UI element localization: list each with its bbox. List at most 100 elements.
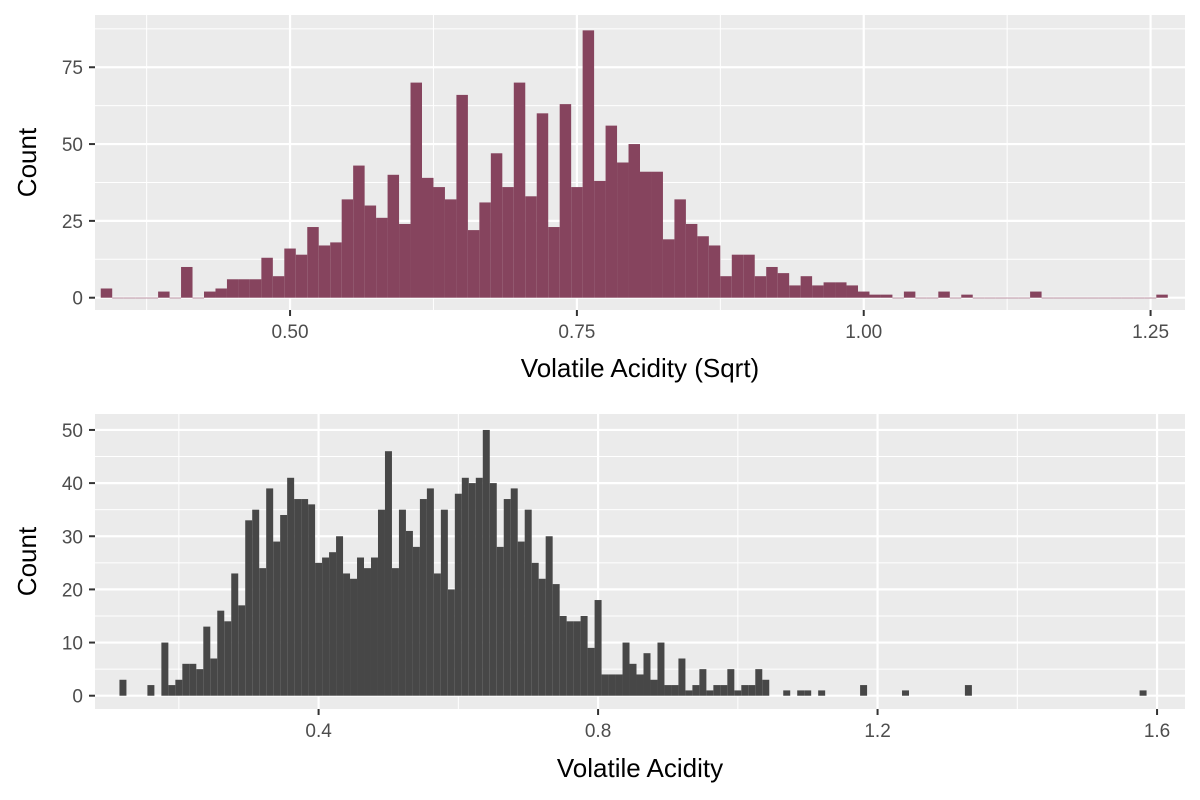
chart2-bar: [531, 562, 539, 696]
chart2-bar: [503, 499, 511, 696]
chart2-bar: [266, 488, 274, 696]
chart2-bar: [762, 679, 770, 696]
chart2-bar: [594, 600, 602, 696]
chart1-bar: [743, 254, 755, 298]
chart2-bar: [566, 621, 574, 696]
chart2-bar: [189, 663, 197, 696]
chart1-x-tick-label: 1.25: [1132, 322, 1169, 343]
chart1-bar: [812, 285, 824, 298]
chart1-bar: [112, 297, 124, 299]
chart1-bar: [536, 113, 549, 298]
chart2-bar: [741, 685, 749, 696]
chart2-bar: [657, 642, 665, 696]
chart1-bar: [410, 82, 422, 298]
chart2-x-axis-title: Volatile Acidity: [557, 753, 723, 783]
chart1-bar: [249, 279, 262, 298]
chart1-y-tick-label: 50: [62, 135, 83, 156]
chart2-bar: [412, 546, 420, 696]
chart1-x-tick-label: 0.75: [558, 322, 595, 343]
chart1-bar: [181, 266, 193, 298]
chart1-bar: [880, 294, 893, 298]
chart2-bar: [475, 477, 483, 696]
chart1-bar: [662, 239, 675, 298]
chart2-bar: [461, 477, 469, 696]
chart1-bar: [559, 104, 572, 298]
chart1-bar: [869, 294, 881, 298]
chart2-bar: [210, 658, 218, 696]
chart2-bar: [860, 685, 868, 696]
chart1-bar: [525, 196, 537, 298]
chart1-bar: [479, 202, 491, 298]
chart1-bar: [938, 291, 950, 298]
chart2-bar: [196, 669, 204, 696]
chart1-bar: [100, 288, 113, 298]
chart2-bar: [336, 536, 344, 696]
chart2-bar: [252, 509, 260, 696]
chart1-bar: [961, 294, 973, 298]
chart1-bar: [399, 223, 411, 298]
chart1-bar: [490, 153, 503, 298]
chart2-bar: [238, 605, 246, 696]
chart1-bar: [226, 279, 239, 298]
chart2-x-tick-label: 1.6: [1144, 721, 1170, 742]
chart2-bar: [517, 541, 525, 696]
chart2-bar: [748, 685, 756, 696]
chart1-bar: [972, 297, 985, 299]
chart1-bar: [204, 291, 216, 298]
chart2-bar: [797, 690, 805, 696]
chart2-bar: [217, 610, 225, 696]
chart1-bar: [754, 276, 767, 298]
chart2-y-axis: 0 10 20 30 40 50: [62, 421, 95, 708]
chart1-x-axis-title: Volatile Acidity (Sqrt): [521, 353, 759, 383]
chart2-bar: [629, 663, 637, 696]
chart1-bar: [1098, 297, 1111, 299]
chart1-bar: [1110, 297, 1122, 299]
chart1-bar: [433, 187, 445, 298]
chart2-bar: [364, 568, 371, 696]
chart1-bar: [949, 297, 962, 299]
chart1-x-tick-label: 1.00: [845, 322, 882, 343]
chart2-bar: [559, 615, 567, 696]
chart2-bar: [419, 499, 427, 696]
chart1-bars: [100, 30, 1168, 299]
chart2-bar: [301, 499, 309, 696]
chart1-bar: [284, 248, 296, 298]
chart1-bar: [777, 273, 790, 298]
chart2-bar: [294, 499, 302, 696]
histogram-sqrt-volatile-acidity: 0.50 0.75 1.00 1.25 0 25 50 75 Volatile Acidity …: [12, 15, 1185, 383]
chart2-bar: [685, 690, 693, 696]
chart2-bar: [580, 615, 588, 696]
chart1-bar: [720, 276, 732, 298]
chart1-y-tick-label: 0: [72, 289, 83, 310]
chart2-bar: [804, 690, 812, 696]
chart2-bar: [315, 562, 323, 696]
chart1-y-tick-label: 75: [62, 58, 83, 79]
chart1-x-axis: 0.50 0.75 1.00 1.25: [272, 310, 1169, 343]
chart1-bar: [1030, 291, 1042, 298]
chart1-y-axis-title: Count: [12, 127, 42, 197]
chart1-bar: [341, 199, 354, 298]
chart2-y-tick-label: 0: [72, 687, 83, 708]
chart1-bar: [330, 242, 342, 298]
chart1-bar: [1064, 297, 1076, 299]
chart1-bar: [1041, 297, 1054, 299]
chart2-bar: [161, 642, 169, 696]
chart2-bar: [203, 626, 211, 696]
chart2-bar: [538, 578, 546, 696]
chart2-bar: [727, 669, 735, 696]
chart1-bar: [800, 276, 813, 298]
chart1-bar: [364, 205, 377, 298]
chart2-bar: [608, 674, 616, 696]
chart1-bar: [353, 165, 365, 298]
chart2-x-tick-label: 1.2: [864, 721, 890, 742]
chart1-bar: [915, 297, 927, 299]
chart2-x-axis: 0.4 0.8 1.2 1.6: [305, 709, 1170, 742]
chart2-y-tick-label: 50: [62, 421, 83, 442]
chart2-y-tick-label: 10: [62, 634, 83, 655]
chart1-bar: [766, 266, 778, 298]
chart2-bar: [398, 509, 406, 696]
chart2-x-tick-label: 0.8: [585, 721, 611, 742]
chart1-bar: [467, 230, 480, 298]
chart1-bar: [1144, 297, 1157, 299]
chart2-bar: [175, 679, 183, 696]
